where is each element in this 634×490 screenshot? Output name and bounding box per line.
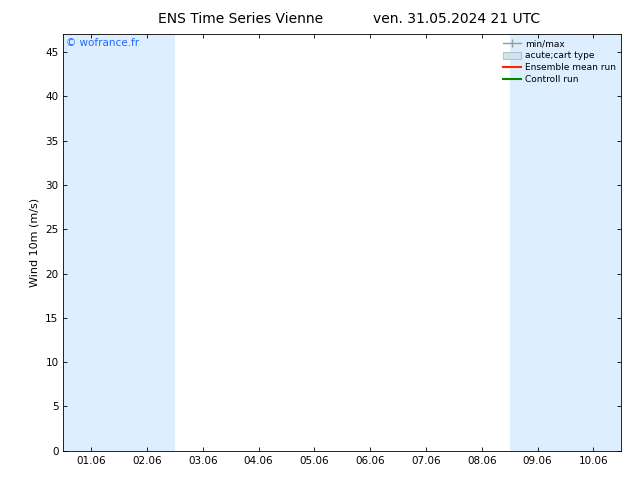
Text: ENS Time Series Vienne: ENS Time Series Vienne [158,12,323,26]
Bar [566,34,621,451]
Bar [119,34,175,451]
Bar [510,34,566,451]
Text: © wofrance.fr: © wofrance.fr [66,38,139,49]
Bar [63,34,119,451]
Y-axis label: Wind 10m (m/s): Wind 10m (m/s) [30,198,40,287]
Legend: min/max, acute;cart type, Ensemble mean run, Controll run: min/max, acute;cart type, Ensemble mean … [500,36,619,87]
Text: ven. 31.05.2024 21 UTC: ven. 31.05.2024 21 UTC [373,12,540,26]
